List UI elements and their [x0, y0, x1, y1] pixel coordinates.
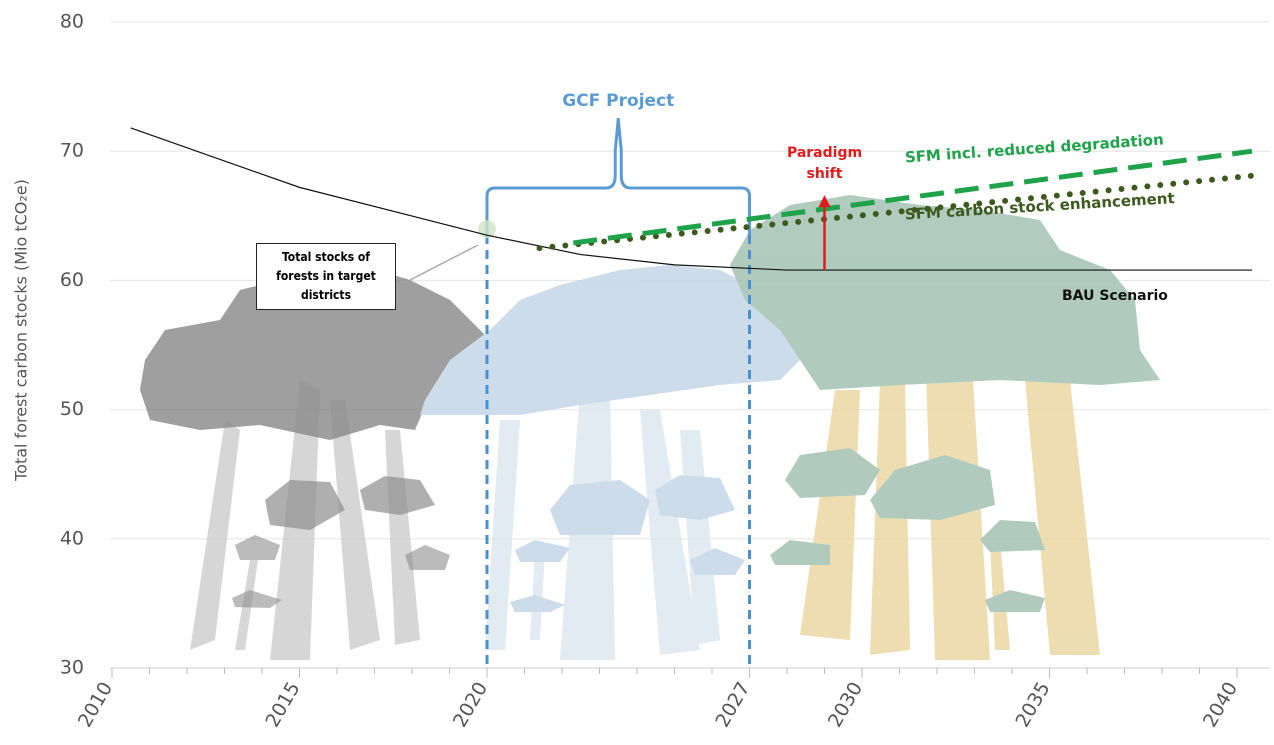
stock-note: Total stocks of forests in target distri…	[256, 243, 396, 310]
x-tick-label: 2030	[824, 678, 867, 731]
y-tick-label: 60	[60, 269, 84, 291]
x-tick-label: 2027	[711, 678, 754, 731]
x-tick-label: 2020	[449, 678, 492, 731]
series-line	[536, 172, 1255, 252]
project-brace	[485, 117, 751, 235]
series-line	[130, 127, 1252, 271]
y-tick-label: 80	[60, 11, 84, 33]
x-tick-label: 2035	[1011, 678, 1054, 731]
y-axis-label: Total forest carbon stocks (Mio tCO₂e)	[12, 179, 31, 482]
arrow-head	[818, 195, 831, 208]
y-tick-label: 50	[60, 398, 84, 420]
y-tick-label: 30	[60, 657, 84, 679]
series-label: SFM carbon stock enhancement	[904, 189, 1175, 223]
series-label: SFM incl. reduced degradation	[904, 130, 1164, 166]
series-label: BAU Scenario	[1062, 288, 1168, 304]
illustration	[140, 195, 1160, 660]
x-tick-label: 2010	[74, 678, 117, 731]
x-tick-label: 2040	[1199, 678, 1242, 731]
project-label: GCF Project	[562, 91, 674, 111]
series-line	[572, 148, 1253, 246]
x-tick-label: 2015	[261, 678, 304, 731]
y-tick-label: 40	[60, 527, 84, 549]
y-tick-label: 70	[60, 140, 84, 162]
paradigm-label: Paradigm shift	[786, 145, 863, 182]
note-leader	[409, 244, 479, 281]
